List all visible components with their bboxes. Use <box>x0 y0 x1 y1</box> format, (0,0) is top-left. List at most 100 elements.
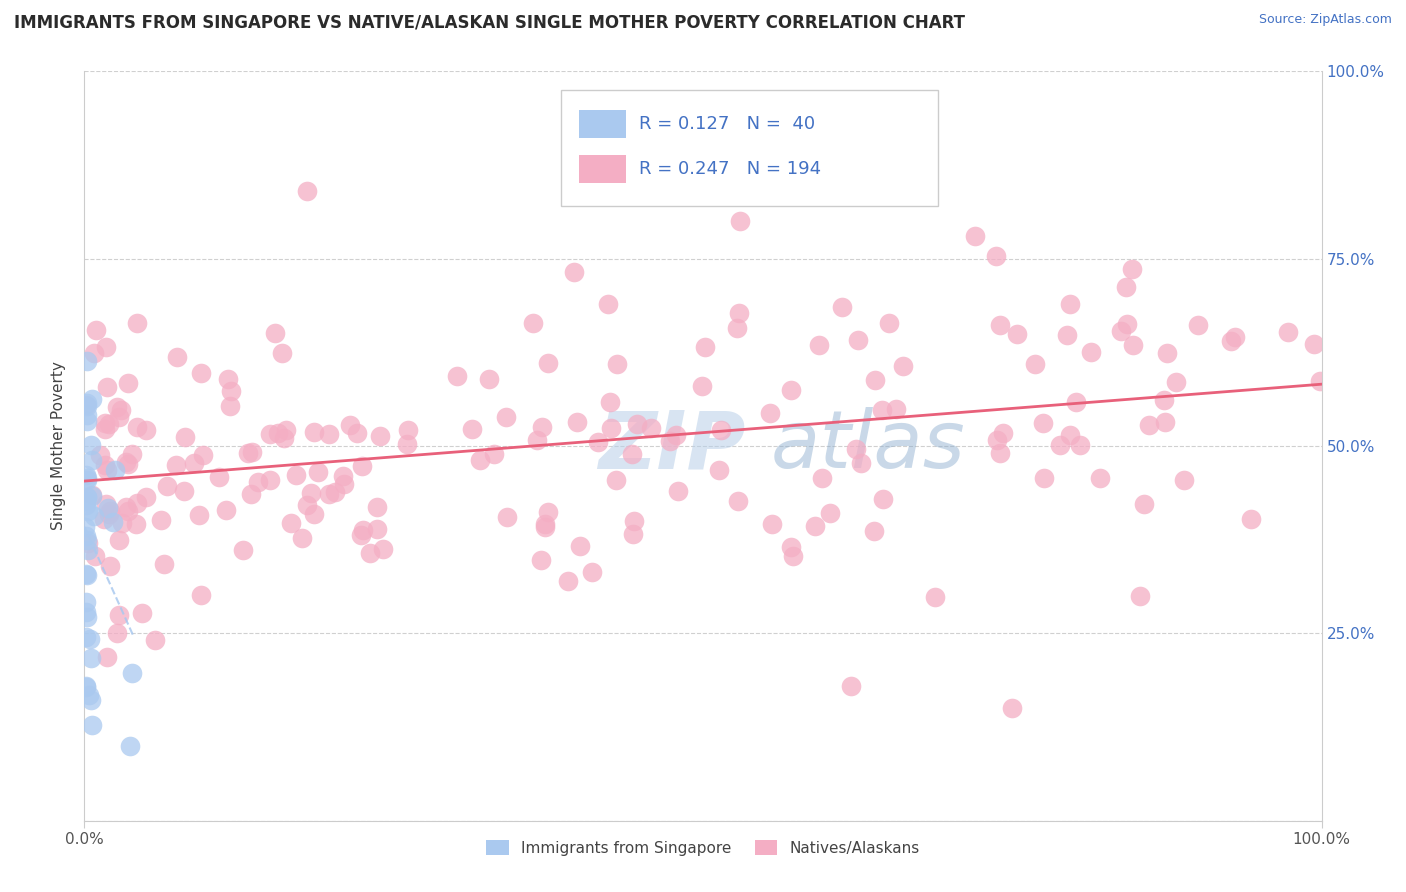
Point <box>373 541 395 556</box>
Point <box>84 323 107 337</box>
Point <box>623 514 645 528</box>
Point <box>863 373 886 387</box>
Point <box>841 177 863 191</box>
Point <box>446 368 468 383</box>
Point <box>75 398 97 412</box>
Point <box>1129 590 1152 604</box>
Point <box>80 488 103 502</box>
Point <box>94 416 117 430</box>
Point <box>640 421 662 435</box>
Point <box>96 463 118 477</box>
Point <box>219 384 242 399</box>
Point <box>350 527 373 541</box>
Point <box>108 410 131 425</box>
Point <box>1032 471 1054 485</box>
Point <box>849 457 872 471</box>
Point <box>80 692 103 706</box>
Point <box>105 625 128 640</box>
Point <box>1225 329 1247 343</box>
Point <box>273 431 295 445</box>
Point <box>166 351 188 365</box>
Point <box>870 403 893 417</box>
Text: ZIP: ZIP <box>598 407 745 485</box>
Point <box>831 300 853 314</box>
Point <box>75 681 97 695</box>
Point <box>110 402 132 417</box>
Point <box>761 516 783 531</box>
Point <box>76 490 98 504</box>
Text: IMMIGRANTS FROM SINGAPORE VS NATIVE/ALASKAN SINGLE MOTHER POVERTY CORRELATION CH: IMMIGRANTS FROM SINGAPORE VS NATIVE/ALAS… <box>14 13 965 31</box>
Point <box>173 483 195 498</box>
Legend: Immigrants from Singapore, Natives/Alaskans: Immigrants from Singapore, Natives/Alask… <box>479 833 927 862</box>
Point <box>121 666 143 681</box>
Point <box>1164 376 1187 390</box>
Point <box>759 406 782 420</box>
Point <box>1024 357 1046 371</box>
Point <box>1059 297 1081 311</box>
Point <box>240 445 263 459</box>
Point <box>984 249 1007 263</box>
Point <box>96 497 118 511</box>
Point <box>359 546 381 560</box>
Y-axis label: Single Mother Poverty: Single Mother Poverty <box>51 361 66 531</box>
Point <box>80 392 103 406</box>
Point <box>1156 346 1178 360</box>
Point <box>779 383 801 397</box>
Point <box>598 297 620 311</box>
Point <box>1090 470 1112 484</box>
Text: atlas: atlas <box>770 407 966 485</box>
Point <box>529 553 551 567</box>
Point <box>988 318 1011 332</box>
Point <box>1056 327 1078 342</box>
FancyBboxPatch shape <box>579 154 626 183</box>
Point <box>1220 334 1243 348</box>
Point <box>1153 415 1175 429</box>
Point <box>188 508 211 523</box>
Point <box>1240 512 1263 526</box>
Point <box>76 609 98 624</box>
Point <box>318 426 340 441</box>
Point <box>75 595 97 609</box>
Point <box>135 491 157 505</box>
Point <box>114 455 136 469</box>
Point <box>299 486 322 500</box>
Point <box>285 467 308 482</box>
Point <box>156 479 179 493</box>
Point <box>1032 416 1054 430</box>
Point <box>1116 317 1139 331</box>
Point <box>94 458 117 472</box>
Point <box>1277 325 1299 339</box>
Point <box>879 316 901 330</box>
Point <box>218 399 240 413</box>
Point <box>658 434 681 448</box>
Point <box>496 510 519 524</box>
Point <box>295 498 318 512</box>
Point <box>232 543 254 558</box>
Point <box>332 469 354 483</box>
Point <box>346 425 368 440</box>
Point <box>872 492 894 507</box>
Point <box>76 399 98 413</box>
Point <box>101 515 124 529</box>
Point <box>1001 701 1024 715</box>
Point <box>368 429 391 443</box>
Point <box>728 214 751 228</box>
Point <box>1137 417 1160 432</box>
Point <box>599 420 621 434</box>
Point <box>557 574 579 588</box>
Point <box>239 487 262 501</box>
Point <box>707 462 730 476</box>
Point <box>811 471 834 485</box>
Point <box>891 359 914 373</box>
Point <box>246 475 269 489</box>
Point <box>76 490 98 504</box>
Point <box>76 414 98 428</box>
Point <box>709 423 731 437</box>
Point <box>727 494 749 508</box>
Point <box>97 501 120 516</box>
Point <box>127 420 149 434</box>
Point <box>83 549 105 564</box>
Point <box>75 605 97 619</box>
Point <box>75 567 97 582</box>
Point <box>96 650 118 665</box>
